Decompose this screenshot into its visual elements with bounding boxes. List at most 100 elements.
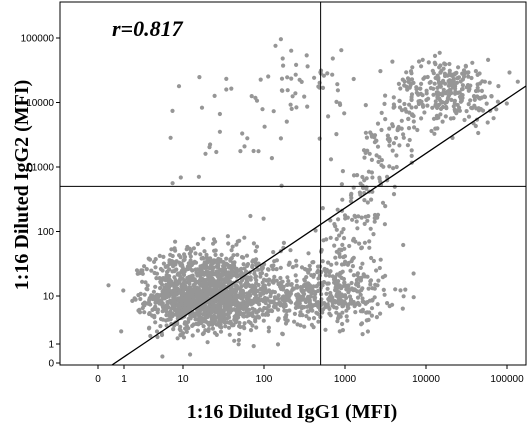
data-point xyxy=(292,319,297,324)
data-point xyxy=(351,273,356,278)
data-point xyxy=(272,295,278,300)
data-point xyxy=(173,239,178,244)
data-point xyxy=(262,305,267,311)
data-point xyxy=(203,151,208,156)
data-point xyxy=(272,290,277,295)
data-point xyxy=(242,235,247,240)
data-point xyxy=(293,72,298,77)
data-point xyxy=(401,132,406,137)
data-point xyxy=(142,303,147,308)
data-point xyxy=(358,265,363,270)
data-point xyxy=(357,241,362,246)
data-point xyxy=(491,116,496,121)
data-point xyxy=(418,86,423,91)
data-point xyxy=(252,307,257,312)
data-point xyxy=(360,261,365,266)
data-point xyxy=(335,88,340,93)
data-point xyxy=(470,60,475,65)
data-point xyxy=(387,164,392,169)
data-point xyxy=(385,133,390,138)
data-point xyxy=(227,299,232,304)
data-point xyxy=(244,309,249,314)
data-point xyxy=(365,200,370,205)
data-point xyxy=(435,73,440,78)
data-point xyxy=(187,285,192,290)
data-point xyxy=(449,90,454,96)
data-point xyxy=(160,268,165,273)
data-point xyxy=(369,134,374,139)
data-point xyxy=(335,319,340,324)
data-point xyxy=(340,197,345,202)
data-point xyxy=(381,287,386,292)
data-point xyxy=(387,126,392,131)
data-point xyxy=(432,131,437,136)
data-point xyxy=(168,280,173,285)
data-point xyxy=(160,309,165,314)
data-point xyxy=(179,294,184,299)
data-point xyxy=(254,244,260,249)
data-point xyxy=(418,98,423,104)
data-point xyxy=(348,287,353,292)
data-point xyxy=(178,324,183,329)
data-point xyxy=(265,267,271,272)
data-point xyxy=(278,303,283,308)
data-point xyxy=(279,280,284,285)
data-point xyxy=(345,318,350,323)
data-point xyxy=(179,282,184,287)
y-axis-ticks: 0 1 10 100 1000 10000 100000 xyxy=(21,34,60,370)
data-point xyxy=(266,74,271,79)
y-tick-label: 10000 xyxy=(26,98,54,109)
data-point xyxy=(312,75,317,80)
data-point xyxy=(142,264,147,269)
data-point xyxy=(433,99,438,104)
data-point xyxy=(237,238,242,243)
data-point xyxy=(394,164,399,170)
data-point xyxy=(382,222,387,227)
data-point xyxy=(353,310,358,315)
data-point xyxy=(170,181,175,186)
data-point xyxy=(199,105,205,110)
data-point xyxy=(160,282,165,287)
data-point xyxy=(302,324,307,329)
data-point xyxy=(369,197,374,202)
data-point xyxy=(193,300,198,305)
y-tick-label: 100 xyxy=(37,227,54,238)
data-point xyxy=(364,176,369,181)
data-point xyxy=(197,75,202,80)
data-point xyxy=(253,275,258,280)
data-point xyxy=(212,248,217,253)
data-point xyxy=(344,314,349,319)
data-point xyxy=(306,316,312,321)
data-point xyxy=(265,312,271,317)
data-point xyxy=(224,316,229,321)
data-point xyxy=(134,268,140,273)
data-point xyxy=(479,88,484,93)
data-point xyxy=(325,302,330,307)
data-point xyxy=(405,87,410,92)
data-point xyxy=(390,122,395,127)
data-point xyxy=(281,240,286,245)
data-point xyxy=(202,249,207,254)
data-point xyxy=(489,94,494,99)
data-point xyxy=(400,306,405,311)
data-point xyxy=(213,318,218,323)
data-point xyxy=(404,70,409,75)
data-point xyxy=(390,148,395,153)
data-point xyxy=(312,303,317,308)
data-point xyxy=(188,352,193,357)
data-point xyxy=(372,212,378,218)
data-point xyxy=(264,272,269,278)
data-point xyxy=(253,249,258,254)
data-point xyxy=(296,304,301,309)
data-point xyxy=(248,320,253,326)
data-point xyxy=(276,293,281,298)
data-point xyxy=(294,105,299,110)
data-point xyxy=(229,291,234,296)
data-point xyxy=(244,277,249,282)
data-point xyxy=(284,119,289,124)
data-point xyxy=(278,265,283,270)
x-tick-label: 10000 xyxy=(412,374,440,385)
data-point xyxy=(254,98,260,103)
data-point xyxy=(355,281,361,286)
data-point xyxy=(507,70,512,75)
